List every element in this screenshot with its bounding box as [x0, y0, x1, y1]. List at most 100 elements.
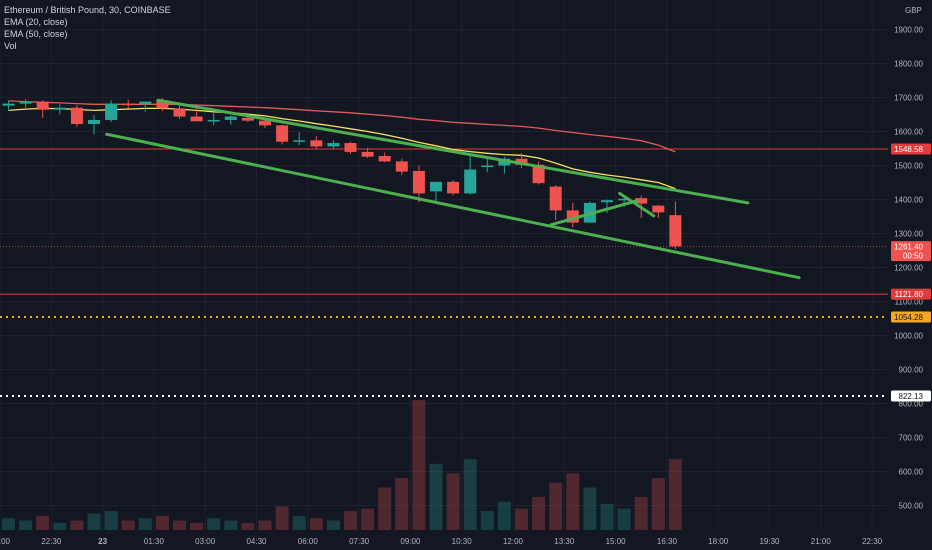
time-tick-label: 07:30 — [349, 537, 370, 546]
candle-body — [224, 116, 237, 120]
volume-bar — [292, 515, 306, 530]
last-price-tag-bg — [891, 241, 931, 262]
last-price-tag: 1261.40 — [894, 243, 923, 252]
time-axis-bg — [0, 530, 888, 550]
volume-bar — [275, 506, 289, 530]
volume-bar — [446, 473, 460, 530]
candle-body — [241, 117, 254, 121]
candle-body — [361, 151, 374, 157]
price-tick-label: 800.00 — [899, 400, 924, 409]
candle-body — [276, 125, 289, 142]
time-tick-label: 01:30 — [144, 537, 165, 546]
volume-bar — [19, 520, 33, 530]
volume-legend[interactable]: Vol — [4, 41, 17, 51]
volume-bars — [2, 400, 682, 530]
price-tick-label: 700.00 — [899, 434, 924, 443]
volume-bar — [70, 520, 84, 530]
time-tick-label: 18:00 — [708, 537, 729, 546]
price-tick-label: 1600.00 — [894, 128, 923, 137]
volume-bar — [344, 511, 357, 530]
candle-body — [464, 169, 477, 194]
candle-body — [430, 181, 442, 192]
trendline — [105, 132, 801, 280]
candle-body — [327, 143, 340, 147]
volume-bar — [668, 459, 682, 530]
candle-body — [652, 205, 665, 213]
candle-body — [395, 161, 408, 172]
volume-bar — [241, 522, 255, 530]
candle-body — [532, 164, 545, 184]
ema50-legend[interactable]: EMA (50, close) — [4, 29, 68, 39]
volume-bar — [309, 518, 323, 530]
currency-label: GBP — [905, 6, 922, 15]
candle-body — [2, 103, 15, 106]
candle-body — [635, 198, 648, 204]
volume-bar — [36, 515, 50, 530]
volume-bar — [361, 508, 375, 530]
price-tick-label: 1300.00 — [894, 230, 923, 239]
candle-body — [19, 101, 32, 104]
candle-body — [447, 181, 460, 194]
volume-bar — [497, 501, 511, 530]
price-tick-label: 1700.00 — [894, 94, 923, 103]
volume-bar — [207, 518, 221, 530]
candle-body — [70, 107, 83, 125]
volume-bar — [549, 482, 563, 530]
price-tick-label: 1200.00 — [894, 264, 923, 273]
chart-grid — [0, 0, 888, 530]
trendline — [156, 98, 750, 205]
volume-bar — [138, 518, 152, 530]
candle-body — [259, 120, 271, 126]
volume-bar — [480, 511, 494, 530]
volume-bar — [583, 487, 597, 530]
time-tick-label: 15:00 — [606, 537, 627, 546]
level-price-tag-bg — [891, 311, 931, 323]
ema20-legend[interactable]: EMA (20, close) — [4, 17, 68, 27]
price-tick-label: 1500.00 — [894, 162, 923, 171]
volume-bar — [617, 508, 631, 530]
time-tick-label: 03:00 — [195, 537, 216, 546]
volume-bar — [258, 520, 272, 530]
chart-legend: Ethereum / British Pound, 30, COINBASE E… — [4, 4, 171, 52]
candle-body — [549, 186, 562, 211]
candle-body — [481, 165, 494, 167]
ema50-line — [8, 100, 676, 153]
price-tick-label: 500.00 — [899, 502, 924, 511]
price-tick-label: 1000.00 — [894, 332, 923, 341]
level-price-tag-bg — [891, 390, 931, 402]
candle-body — [88, 119, 100, 125]
price-tick-label: 1100.00 — [895, 298, 924, 307]
time-tick-label: 16:30 — [657, 537, 678, 546]
trendlines[interactable] — [105, 98, 801, 280]
candle-body — [122, 103, 135, 106]
candles — [2, 98, 682, 250]
level-price-tag: 822.13 — [899, 392, 924, 401]
time-tick-label: 23 — [98, 537, 107, 546]
candle-body — [515, 158, 528, 165]
volume-bar — [104, 511, 118, 530]
volume-bar — [224, 520, 238, 530]
time-axis[interactable]: 21:00 22:30 23 01:30 03:00 04:30 06:00 07:30 09:… — [0, 530, 888, 550]
candle-body — [139, 101, 152, 105]
time-tick-label: 22:30 — [41, 537, 62, 546]
volume-bar — [463, 459, 477, 530]
volume-bar — [2, 518, 15, 530]
price-tick-label: 1900.00 — [894, 26, 923, 35]
candle-body — [173, 108, 186, 117]
volume-bar — [190, 522, 204, 530]
candle-body — [190, 116, 203, 122]
candle-body — [207, 119, 220, 122]
candle-body — [498, 158, 511, 166]
symbol-title[interactable]: Ethereum / British Pound, 30, COINBASE — [4, 5, 171, 15]
ema-lines — [8, 100, 676, 190]
candle-body — [378, 155, 391, 162]
level-price-tag: 1121.80 — [895, 290, 924, 299]
candle-body — [669, 215, 682, 247]
volume-bar — [395, 478, 409, 530]
price-tick-label: 600.00 — [899, 468, 924, 477]
time-tick-label: 22:30 — [862, 537, 883, 546]
volume-bar — [378, 487, 392, 530]
price-axis[interactable]: 1900.00 1800.00 1700.00 1600.00 1500.00 1400.… — [888, 0, 932, 550]
time-tick-label: 21:00 — [811, 537, 832, 546]
